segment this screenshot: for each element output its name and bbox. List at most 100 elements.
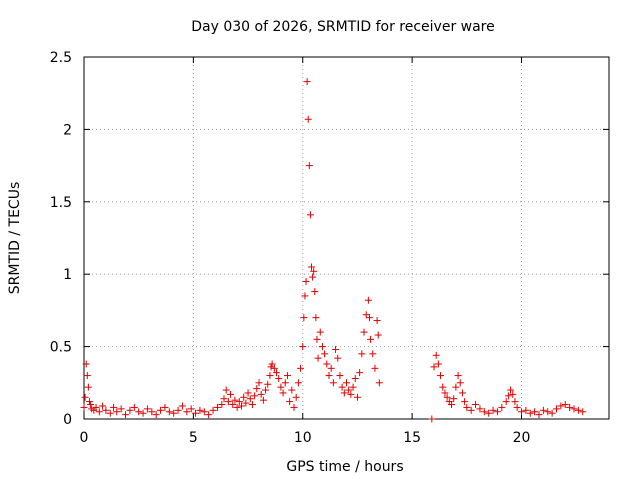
data-point — [165, 408, 173, 416]
y-tick-label: 0 — [63, 412, 72, 428]
data-point — [187, 405, 195, 413]
data-point — [448, 401, 455, 409]
data-point — [257, 390, 265, 398]
data-point — [85, 398, 93, 406]
data-point — [526, 409, 534, 417]
data-point — [82, 360, 90, 368]
data-point — [305, 162, 313, 170]
data-point — [213, 403, 221, 411]
grid-lines — [84, 57, 609, 419]
data-point — [480, 408, 488, 416]
data-point — [356, 369, 364, 377]
data-point — [196, 406, 204, 414]
data-point — [310, 267, 318, 275]
data-point — [574, 406, 582, 414]
data-point — [513, 403, 521, 411]
data-point — [259, 396, 267, 404]
data-point — [192, 409, 200, 417]
data-point — [311, 288, 319, 296]
data-point — [430, 363, 438, 371]
data-point — [343, 379, 350, 387]
data-point — [297, 364, 305, 372]
data-point — [231, 396, 239, 404]
data-point — [290, 403, 298, 411]
data-point — [242, 399, 250, 407]
data-point — [456, 379, 464, 387]
chart-title: Day 030 of 2026, SRMTID for receiver war… — [191, 19, 495, 35]
data-point — [327, 364, 335, 372]
x-tick-labels: 0 5 10 15 20 — [80, 430, 531, 446]
data-point — [106, 409, 114, 417]
data-point — [174, 406, 182, 414]
data-point — [80, 403, 88, 411]
data-point — [443, 393, 451, 401]
data-point — [102, 406, 110, 414]
data-point — [439, 383, 447, 391]
data-point — [353, 393, 361, 401]
data-point — [281, 379, 289, 387]
data-points — [80, 78, 587, 423]
data-point — [371, 364, 379, 372]
data-point — [135, 408, 143, 416]
x-tick-label: 20 — [513, 430, 531, 446]
data-point — [277, 383, 285, 391]
data-point — [557, 402, 565, 410]
data-point — [358, 350, 366, 358]
data-point — [434, 360, 442, 368]
data-point — [362, 311, 370, 319]
data-point — [329, 379, 337, 387]
data-point — [283, 372, 291, 380]
data-point — [235, 398, 243, 406]
data-point — [209, 406, 217, 414]
data-point — [509, 390, 517, 398]
data-point — [374, 331, 382, 339]
data-point — [224, 398, 232, 406]
data-point — [227, 390, 235, 398]
data-point — [300, 314, 308, 322]
data-point — [95, 408, 103, 416]
data-point — [318, 343, 326, 351]
data-point — [253, 385, 261, 393]
y-axis-title: SRMTID / TECUs — [7, 182, 23, 295]
data-point — [535, 411, 543, 419]
data-point — [238, 402, 245, 410]
data-point — [375, 379, 383, 387]
data-point — [273, 369, 280, 377]
data-point — [255, 379, 263, 387]
data-point — [314, 354, 322, 362]
y-tick-labels: 0 0.5 1 1.5 2 2.5 — [50, 50, 72, 428]
x-tick-label: 10 — [294, 430, 312, 446]
y-tick-label: 2.5 — [50, 50, 72, 66]
data-point — [432, 351, 440, 359]
data-point — [83, 372, 91, 380]
data-point — [161, 403, 169, 411]
data-point — [304, 115, 312, 123]
x-tick-label: 15 — [403, 430, 421, 446]
y-tick-label: 1.5 — [50, 195, 72, 211]
data-point — [87, 401, 95, 409]
data-point — [345, 386, 353, 394]
data-point — [267, 363, 275, 371]
x-tick-label: 5 — [189, 430, 198, 446]
data-point — [264, 380, 272, 388]
data-point — [229, 401, 237, 409]
data-point — [316, 328, 324, 336]
data-point — [306, 211, 314, 219]
data-point — [338, 383, 346, 391]
data-point — [286, 398, 294, 406]
data-point — [332, 345, 340, 353]
data-point — [205, 411, 213, 419]
data-point — [313, 335, 321, 343]
data-point — [222, 386, 230, 394]
data-point — [117, 405, 125, 413]
data-point — [110, 403, 118, 411]
data-point — [461, 398, 469, 406]
data-point — [183, 408, 191, 416]
data-point — [303, 78, 311, 86]
data-point — [292, 393, 300, 401]
data-point — [452, 383, 460, 391]
data-point — [321, 350, 329, 358]
data-point — [126, 406, 134, 414]
data-point — [301, 292, 309, 300]
data-point — [270, 364, 278, 372]
